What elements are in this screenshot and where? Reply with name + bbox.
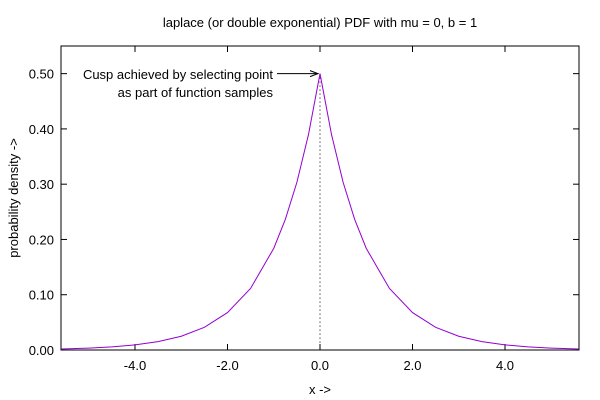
annotation-line-1: Cusp achieved by selecting point	[83, 67, 273, 82]
x-axis-label: x ->	[309, 382, 331, 397]
axis-tick-labels: -4.0 -2.0 0.0 2.0 4.0 0.00 0.10 0.20 0.30 0.40 0.5…	[29, 67, 514, 373]
annotation-line-2: as part of function samples	[118, 85, 274, 100]
chart-title: laplace (or double exponential) PDF with…	[163, 15, 477, 30]
y-axis-label: probability density ->	[6, 138, 21, 258]
y-tick-label: 0.30	[29, 177, 54, 192]
x-tick-label: 4.0	[496, 358, 514, 373]
y-tick-label: 0.40	[29, 122, 54, 137]
x-tick-label: -2.0	[216, 358, 238, 373]
series-line	[60, 73, 580, 350]
annotation-arrowhead	[309, 70, 320, 78]
y-tick-label: 0.00	[29, 343, 54, 358]
x-tick-label: 0.0	[311, 358, 329, 373]
x-tick-label: -4.0	[124, 358, 146, 373]
y-tick-label: 0.50	[29, 67, 54, 82]
y-tick-label: 0.10	[29, 288, 54, 303]
x-tick-label: 2.0	[403, 358, 421, 373]
y-tick-label: 0.20	[29, 232, 54, 247]
